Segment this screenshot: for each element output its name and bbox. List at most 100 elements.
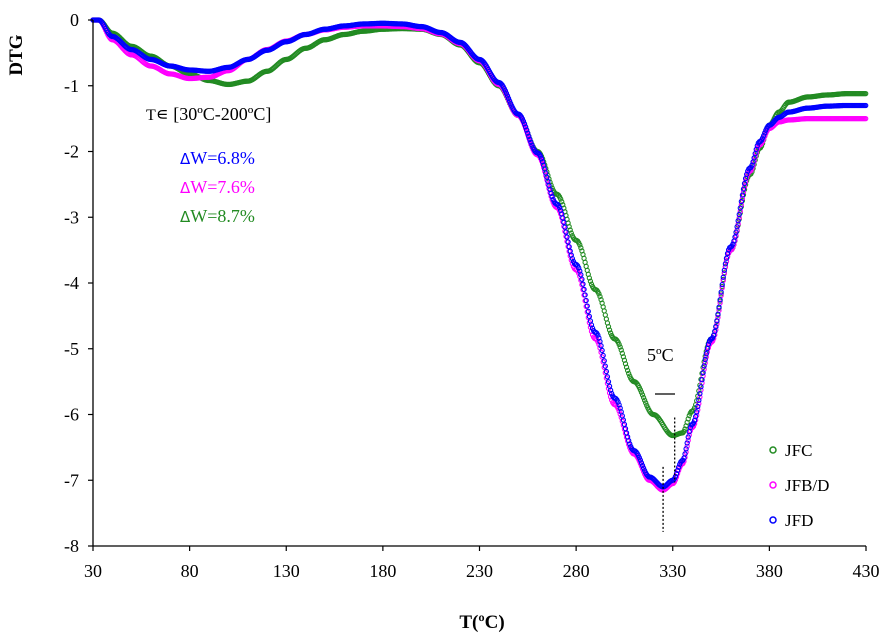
data-point-jfc xyxy=(624,367,631,374)
peak-shift-label: 5ºC xyxy=(647,345,674,365)
series-jfd xyxy=(90,17,869,490)
data-point-jfd xyxy=(563,229,569,235)
data-point-jfd xyxy=(736,211,742,218)
data-point-jfc xyxy=(643,400,649,406)
data-point-jfbd xyxy=(722,264,729,270)
weight-loss-jfd: ΔW=6.8% xyxy=(180,148,255,168)
data-point-jfc xyxy=(638,389,645,395)
data-point-jfd xyxy=(584,303,590,309)
data-point-jfd xyxy=(583,297,589,304)
data-point-jfbd xyxy=(738,202,744,208)
data-point-jfd xyxy=(636,454,642,461)
data-point-jfd xyxy=(639,462,646,469)
data-point-jfd xyxy=(562,224,568,230)
data-point-jfc xyxy=(718,291,724,297)
curve-layer xyxy=(90,17,869,493)
data-point-jfbd xyxy=(601,364,607,370)
data-point-jfd xyxy=(705,341,712,348)
x-tick-label: 130 xyxy=(273,561,300,581)
data-point-jfbd xyxy=(697,394,703,400)
x-tick-label: 330 xyxy=(659,561,686,581)
weight-loss-value: W=7.6% xyxy=(190,177,255,197)
data-point-jfd xyxy=(761,132,767,139)
data-point-jfc xyxy=(640,394,647,401)
data-point-jfd xyxy=(719,281,725,288)
data-point-jfd xyxy=(524,127,530,133)
data-point-jfd xyxy=(714,318,720,324)
y-tick-label: -4 xyxy=(64,273,79,293)
y-tick-label: -3 xyxy=(64,207,79,227)
data-point-jfc xyxy=(559,199,565,205)
data-point-jfd xyxy=(602,363,608,369)
x-tick-label: 230 xyxy=(466,561,493,581)
data-point-jfbd xyxy=(702,360,708,366)
data-point-jfc xyxy=(606,327,613,333)
data-point-jfc xyxy=(596,291,602,297)
data-point-jfc xyxy=(568,230,574,236)
data-point-jfd xyxy=(616,402,622,408)
data-point-jfd xyxy=(694,409,700,415)
data-point-jfd xyxy=(695,403,701,410)
data-point-jfd xyxy=(690,420,697,426)
range-text: [30ºC-200ºC] xyxy=(169,104,272,124)
data-point-jfd xyxy=(749,162,755,168)
y-tick-label: -7 xyxy=(64,470,79,490)
data-point-jfc xyxy=(637,387,644,393)
data-point-jfd xyxy=(723,255,730,261)
data-point-jfd xyxy=(738,198,744,205)
delta-symbol: Δ xyxy=(180,208,191,226)
data-point-jfd xyxy=(569,255,576,262)
legend-marker-jfc xyxy=(769,446,777,454)
weight-loss-jfbd: ΔW=7.6% xyxy=(180,177,255,197)
data-point-jfd xyxy=(527,136,533,143)
data-point-jfd xyxy=(556,204,563,211)
data-point-jfbd xyxy=(863,115,869,122)
data-point-jfbd xyxy=(685,437,691,444)
y-tick-label: -8 xyxy=(64,536,79,556)
range-symbol: ∊ xyxy=(156,104,169,125)
data-point-jfd xyxy=(505,95,512,102)
data-point-jfd xyxy=(718,289,724,295)
data-point-jfd xyxy=(615,399,621,405)
data-point-jfd xyxy=(717,297,723,303)
data-point-jfc xyxy=(578,245,584,251)
weight-loss-jfc: ΔW=8.7% xyxy=(180,206,255,226)
y-tick-label: -2 xyxy=(64,142,79,162)
legend-label-jfbd: JFB/D xyxy=(785,476,829,495)
data-point-jfd xyxy=(521,121,528,127)
data-point-jfd xyxy=(506,98,513,104)
data-point-jfd xyxy=(549,194,555,200)
data-point-jfd xyxy=(529,142,535,148)
data-point-jfd xyxy=(609,390,615,397)
weight-loss-value: W=6.8% xyxy=(190,148,255,168)
data-point-jfbd xyxy=(602,370,608,376)
delta-symbol: Δ xyxy=(180,179,191,197)
data-point-jfd xyxy=(581,286,587,293)
data-point-jfd xyxy=(601,358,607,364)
delta-symbol: Δ xyxy=(180,150,191,168)
data-point-jfd xyxy=(582,292,588,298)
data-point-jfc xyxy=(597,293,603,300)
data-point-jfc xyxy=(618,347,624,353)
data-point-jfd xyxy=(737,205,743,211)
data-point-jfd xyxy=(604,374,611,380)
data-point-jfd xyxy=(701,363,707,369)
data-point-jfd xyxy=(626,437,632,444)
legend-marker-jfbd xyxy=(769,481,777,489)
data-point-jfd xyxy=(715,311,721,317)
data-point-jfd xyxy=(740,186,747,192)
data-point-jfbd xyxy=(737,208,743,214)
temperature-range-annotation: T∊ [30ºC-200ºC] xyxy=(146,104,271,125)
data-point-jfd xyxy=(759,135,766,141)
data-point-jfd xyxy=(586,313,593,320)
data-point-jfd xyxy=(684,440,690,446)
data-point-jfd xyxy=(603,368,610,375)
data-point-jfd xyxy=(565,239,571,245)
y-tick-label: -6 xyxy=(64,405,79,425)
data-point-jfd xyxy=(702,356,708,363)
data-point-jfbd xyxy=(684,443,690,449)
legend: JFC JFB/D JFD xyxy=(769,441,829,530)
data-point-jfd xyxy=(538,155,545,162)
data-point-jfd xyxy=(754,143,760,149)
